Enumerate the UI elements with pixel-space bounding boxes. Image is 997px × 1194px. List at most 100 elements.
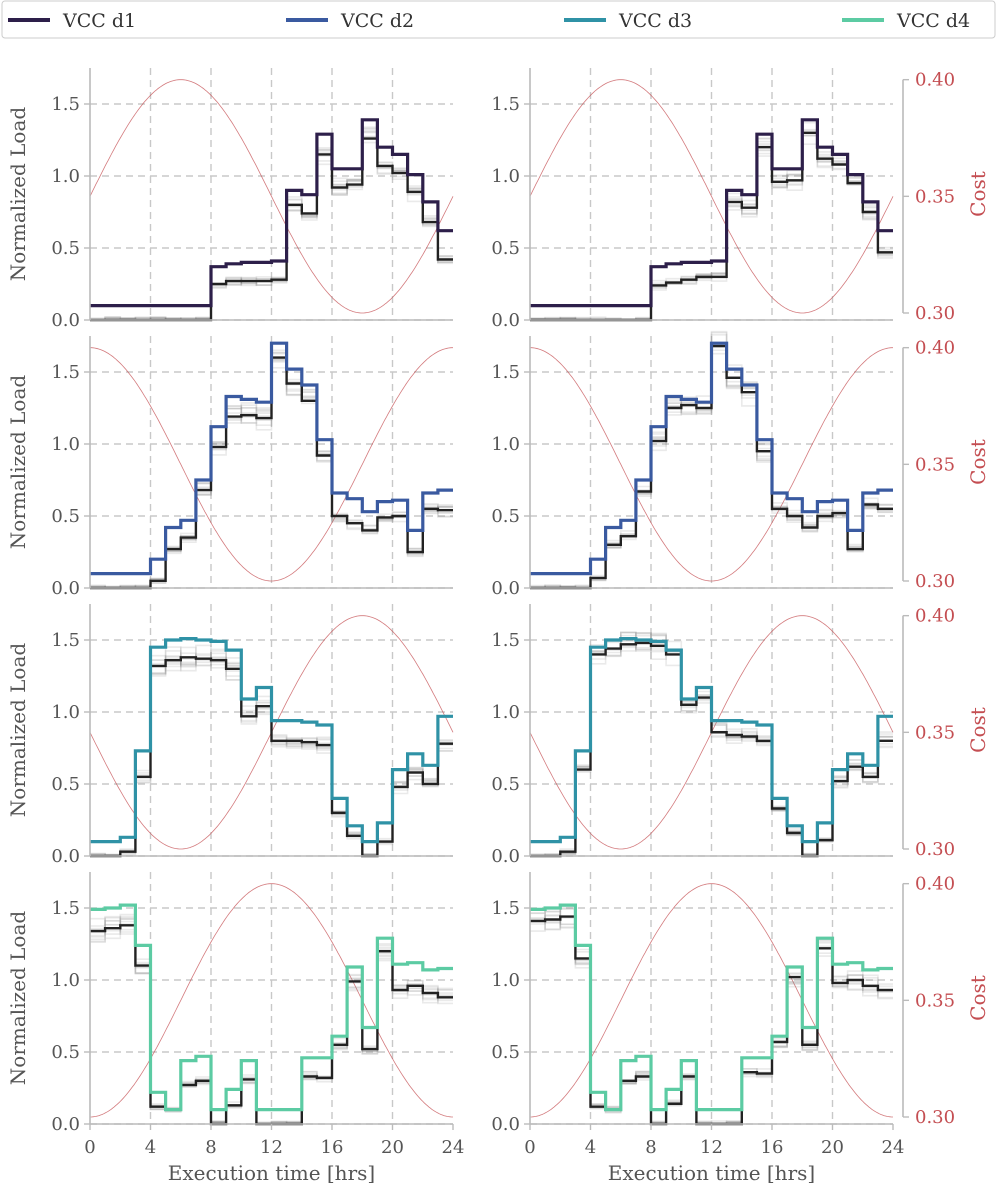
y-tick-label: 0.5 bbox=[51, 238, 80, 259]
x-tick-label: 12 bbox=[260, 1137, 283, 1158]
y-tick-label: 1.0 bbox=[491, 166, 520, 187]
legend-frame bbox=[1, 0, 996, 39]
y-tick-label: 0.0 bbox=[51, 846, 80, 867]
y-tick-label: 0.0 bbox=[51, 310, 80, 331]
cost-tick-label: 0.40 bbox=[915, 874, 955, 895]
y-tick-label: 0.0 bbox=[51, 578, 80, 599]
legend: VCC d1 VCC d2 VCC d3 VCC d4 bbox=[1, 0, 996, 39]
y-tick-label: 0.5 bbox=[491, 506, 520, 527]
cost-axis-label: Cost bbox=[966, 171, 990, 217]
cost-axis-label: Cost bbox=[966, 439, 990, 485]
x-tick-label: 8 bbox=[645, 1137, 656, 1158]
panel-3-left: 0.0 0.5 1.0 1.5 Normalized Load bbox=[6, 604, 454, 867]
y-tick-label: 1.0 bbox=[491, 702, 520, 723]
vcc-line bbox=[530, 637, 893, 844]
cost-tick-label: 0.30 bbox=[915, 839, 955, 860]
cost-tick-label: 0.40 bbox=[915, 606, 955, 627]
vcc-line bbox=[530, 341, 893, 576]
x-tick-label: 12 bbox=[700, 1137, 723, 1158]
y-tick-label: 1.0 bbox=[51, 434, 80, 455]
y-tick-label: 0.5 bbox=[51, 774, 80, 795]
x-tick-label: 16 bbox=[761, 1137, 784, 1158]
legend-entry: VCC d3 bbox=[564, 10, 692, 32]
cost-tick-label: 0.35 bbox=[915, 722, 955, 743]
x-tick-label: 24 bbox=[442, 1137, 465, 1158]
cost-tick-label: 0.30 bbox=[915, 571, 955, 592]
cost-axis-label: Cost bbox=[966, 707, 990, 753]
y-tick-label: 0.0 bbox=[491, 1114, 520, 1135]
vcc-line bbox=[90, 903, 453, 1112]
x-tick-label: 4 bbox=[145, 1137, 156, 1158]
panel-4-left: 0.0 0.5 1.0 1.5 Normalized Load 0 4 8 12 16 20 24 Ex… bbox=[6, 872, 464, 1185]
panel-2-left: 0.0 0.5 1.0 1.5 Normalized Load bbox=[6, 336, 453, 599]
panel-1-left: 0.0 0.5 1.0 1.5 Normalized Load bbox=[6, 68, 454, 331]
y-tick-label: 0.5 bbox=[51, 506, 80, 527]
cost-tick-label: 0.30 bbox=[915, 303, 955, 324]
y-tick-label: 1.5 bbox=[491, 898, 520, 919]
cost-tick-label: 0.35 bbox=[915, 990, 955, 1011]
y-tick-label: 1.0 bbox=[51, 970, 80, 991]
panel-1-right: 0.0 0.5 1.0 1.5 0.30 0.35 0.40 Cost bbox=[491, 68, 990, 331]
y-axis-label: Normalized Load bbox=[6, 643, 30, 818]
x-tick-label: 16 bbox=[321, 1137, 344, 1158]
x-tick-label: 4 bbox=[585, 1137, 596, 1158]
y-tick-label: 1.5 bbox=[51, 630, 80, 651]
cost-curve bbox=[90, 347, 453, 582]
y-axis-label: Normalized Load bbox=[6, 107, 30, 282]
cost-curve bbox=[529, 79, 894, 314]
cost-tick-label: 0.35 bbox=[915, 186, 955, 207]
cost-tick-label: 0.30 bbox=[915, 1107, 955, 1128]
panel-3-right: 0.0 0.5 1.0 1.5 0.30 0.35 0.40 Cost bbox=[491, 604, 990, 867]
legend-entry: VCC d4 bbox=[842, 10, 970, 32]
x-tick-label: 8 bbox=[205, 1137, 216, 1158]
legend-entry: VCC d2 bbox=[286, 10, 414, 32]
y-tick-label: 1.5 bbox=[491, 630, 520, 651]
y-tick-label: 1.5 bbox=[51, 362, 80, 383]
scenario-line bbox=[530, 129, 893, 321]
y-tick-label: 0.5 bbox=[491, 774, 520, 795]
y-axis-label: Normalized Load bbox=[6, 911, 30, 1086]
legend-label: VCC d4 bbox=[896, 10, 970, 32]
y-tick-label: 1.5 bbox=[51, 898, 80, 919]
cost-tick-label: 0.40 bbox=[915, 70, 955, 91]
y-axis-label: Normalized Load bbox=[6, 375, 30, 550]
vcc-line bbox=[90, 637, 453, 844]
x-tick-label: 20 bbox=[381, 1137, 404, 1158]
cost-tick-label: 0.40 bbox=[915, 338, 955, 359]
y-tick-label: 0.0 bbox=[491, 578, 520, 599]
cost-axis-label: Cost bbox=[966, 975, 990, 1021]
vcc-line bbox=[530, 903, 893, 1112]
y-tick-label: 1.5 bbox=[51, 94, 80, 115]
x-axis-label: Execution time [hrs] bbox=[168, 1161, 375, 1185]
y-tick-label: 1.0 bbox=[51, 166, 80, 187]
y-tick-label: 0.0 bbox=[491, 846, 520, 867]
panel-2-right: 0.0 0.5 1.0 1.5 0.30 0.35 0.40 Cost bbox=[491, 330, 990, 599]
legend-label: VCC d3 bbox=[618, 10, 692, 32]
x-axis-label: Execution time [hrs] bbox=[608, 1161, 815, 1185]
y-tick-label: 1.0 bbox=[491, 434, 520, 455]
panel-4-right: 0.0 0.5 1.0 1.5 0.30 0.35 0.40 Cost 0 4 8 12 16 20 24 E… bbox=[491, 872, 990, 1185]
y-tick-label: 0.5 bbox=[491, 1042, 520, 1063]
vcc-line bbox=[530, 118, 893, 308]
y-tick-label: 0.0 bbox=[51, 1114, 80, 1135]
cost-curve bbox=[530, 347, 893, 582]
legend-label: VCC d2 bbox=[340, 10, 414, 32]
y-tick-label: 1.5 bbox=[491, 362, 520, 383]
vcc-line bbox=[90, 341, 453, 576]
x-tick-label: 0 bbox=[84, 1137, 95, 1158]
y-tick-label: 0.5 bbox=[51, 1042, 80, 1063]
x-tick-label: 24 bbox=[882, 1137, 905, 1158]
cost-tick-label: 0.35 bbox=[915, 454, 955, 475]
x-tick-label: 20 bbox=[821, 1137, 844, 1158]
y-tick-label: 1.0 bbox=[51, 702, 80, 723]
x-tick-label: 0 bbox=[524, 1137, 535, 1158]
vcc-line bbox=[90, 118, 453, 308]
y-tick-label: 1.0 bbox=[491, 970, 520, 991]
y-tick-label: 1.5 bbox=[491, 94, 520, 115]
legend-items: VCC d1 VCC d2 VCC d3 VCC d4 bbox=[8, 10, 970, 32]
y-tick-label: 0.5 bbox=[491, 238, 520, 259]
legend-entry: VCC d1 bbox=[8, 10, 136, 32]
legend-label: VCC d1 bbox=[62, 10, 136, 32]
